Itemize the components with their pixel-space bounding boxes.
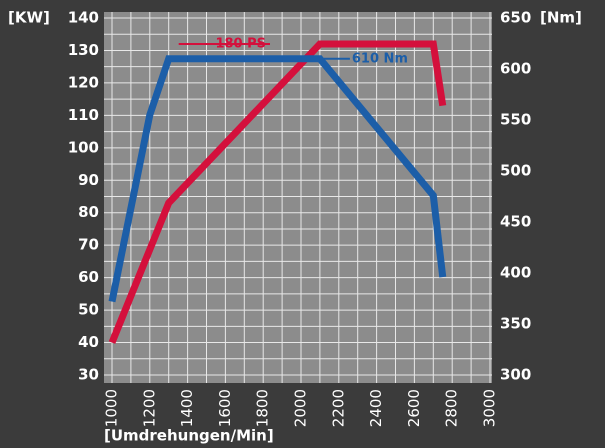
y-axis-label: [KW] — [8, 9, 50, 27]
y2-axis-label: [Nm] — [540, 9, 582, 27]
x-tick-label: 1000 — [103, 389, 121, 427]
x-tick-label: 1400 — [178, 389, 196, 427]
x-tick-label: 2800 — [443, 389, 461, 427]
x-tick-label: 2000 — [292, 389, 310, 427]
y2-tick-label: 650 — [500, 9, 531, 27]
y-tick-label: 40 — [78, 333, 99, 351]
x-tick-label: 1200 — [140, 389, 158, 427]
y-tick-label: 70 — [78, 236, 99, 254]
x-tick-label: 1800 — [254, 389, 272, 427]
y2-tick-label: 450 — [500, 213, 531, 231]
grid — [104, 12, 492, 383]
x-axis-label: [Umdrehungen/Min] — [104, 427, 274, 445]
y-tick-label: 110 — [68, 106, 99, 124]
x-tick-label: 2600 — [405, 389, 423, 427]
y2-tick-label: 600 — [500, 60, 531, 78]
series-label: 610 Nm — [352, 51, 408, 66]
x-tick-label: 3000 — [481, 389, 499, 427]
y2-tick-label: 500 — [500, 162, 531, 180]
x-tick-label: 2400 — [367, 389, 385, 427]
y2-tick-label: 400 — [500, 264, 531, 282]
y-tick-label: 50 — [78, 301, 99, 319]
x-tick-label: 1600 — [216, 389, 234, 427]
y-tick-label: 130 — [68, 41, 99, 59]
x-tick-label: 2200 — [329, 389, 347, 427]
y-tick-label: 120 — [68, 73, 99, 91]
y2-tick-label: 550 — [500, 111, 531, 129]
y-tick-label: 60 — [78, 268, 99, 286]
y-tick-label: 100 — [68, 138, 99, 156]
y2-tick-label: 350 — [500, 315, 531, 333]
series-label: 180 PS — [215, 36, 266, 51]
y-tick-label: 90 — [78, 171, 99, 189]
y2-tick-label: 300 — [500, 366, 531, 384]
y-tick-label: 30 — [78, 366, 99, 384]
y-tick-label: 140 — [68, 9, 99, 27]
lines — [108, 40, 447, 344]
series-line — [108, 55, 447, 303]
series-line — [108, 40, 447, 344]
y-tick-label: 80 — [78, 203, 99, 221]
